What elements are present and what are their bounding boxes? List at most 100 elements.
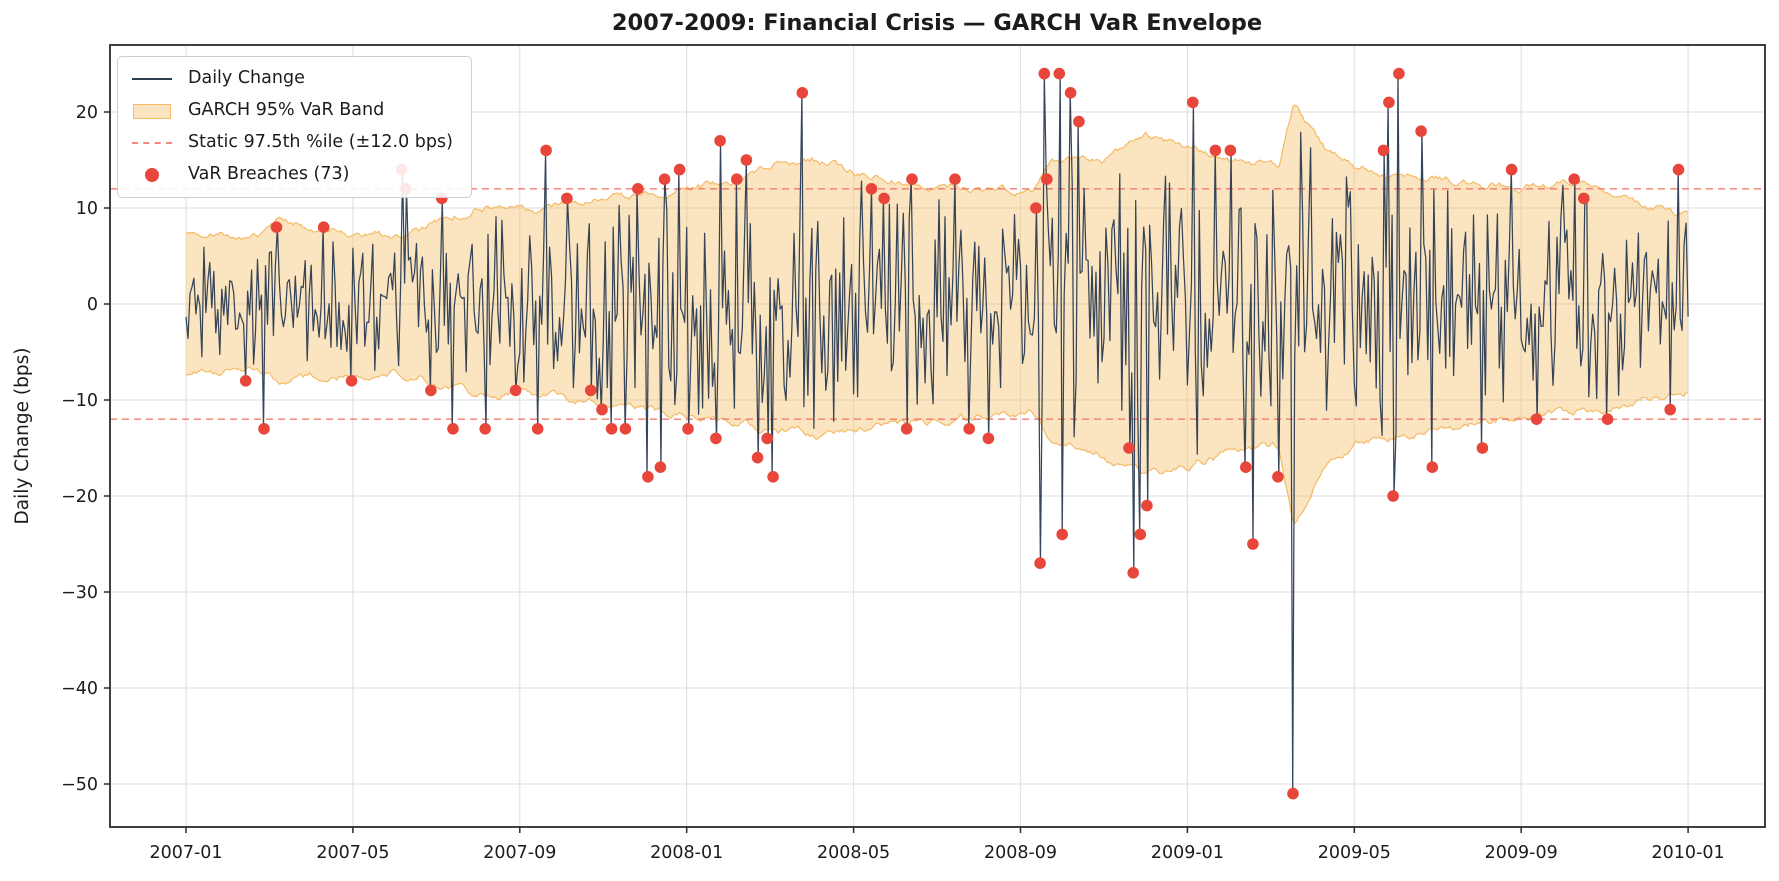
var-breach-dot	[1387, 490, 1399, 502]
y-tick-label: −40	[61, 679, 98, 699]
x-tick-label: 2010-01	[1652, 843, 1725, 863]
var-breach-dot	[1578, 192, 1590, 205]
var-breach-dot	[710, 432, 722, 445]
var-breach-dot	[1134, 528, 1147, 541]
var-breach-dot	[767, 471, 779, 483]
legend: Daily Change GARCH 95% VaR Band Static 97.…	[117, 56, 472, 198]
var-breach-dot	[906, 173, 918, 185]
var-breach-dot	[1383, 96, 1395, 109]
x-tick-label: 2008-09	[984, 843, 1057, 863]
var-breach-dot	[1240, 461, 1252, 474]
var-breach-dot	[1073, 115, 1085, 128]
var-band-swatch-icon	[132, 103, 172, 119]
var-breach-dot	[1141, 499, 1153, 512]
breach-dot-swatch-icon	[132, 168, 172, 182]
var-breach-dot	[509, 384, 522, 397]
x-tick-label: 2009-05	[1318, 843, 1391, 863]
var-breach-dot	[1064, 87, 1077, 99]
var-breach-dot	[1476, 442, 1489, 454]
var-breach-dot	[1393, 67, 1405, 80]
y-tick-label: 0	[87, 295, 98, 315]
var-breach-dot	[1038, 67, 1051, 80]
legend-label: Static 97.5th %ile (±12.0 bps)	[188, 132, 453, 153]
x-tick-label: 2007-01	[149, 843, 222, 863]
var-breach-dot	[731, 173, 743, 185]
var-breach-dot	[1530, 413, 1543, 426]
var-breach-dot	[751, 451, 764, 464]
garch-band-lower-edge	[185, 366, 1689, 525]
var-breach-dot	[540, 144, 552, 157]
var-breach-dot	[584, 384, 597, 397]
var-breach-dot	[605, 423, 618, 435]
var-breach-dot	[425, 384, 437, 397]
x-tick-label: 2007-09	[483, 843, 556, 863]
var-breach-dot	[796, 87, 809, 99]
var-breach-dot	[596, 403, 608, 416]
axis-ticks	[104, 111, 1689, 833]
var-breach-dot	[317, 221, 330, 233]
var-breach-dot	[714, 135, 726, 147]
x-tick-label: 2008-05	[817, 843, 890, 863]
daily-change-path	[185, 72, 1689, 795]
var-breach-dot	[963, 423, 975, 435]
legend-item-3: VaR Breaches (73)	[132, 163, 453, 187]
var-breach-dot	[1377, 144, 1390, 157]
var-breach-dot	[1053, 67, 1066, 80]
daily-change-line	[185, 72, 1689, 795]
var-breach-dot	[1505, 163, 1518, 176]
var-breach-dot	[1224, 144, 1237, 157]
var-breach-dot	[865, 183, 878, 195]
var-breach-dot	[270, 221, 283, 233]
var-breach-dot	[1664, 403, 1676, 416]
var-breach-dot	[1187, 96, 1199, 109]
x-tick-label: 2007-05	[316, 843, 389, 863]
y-tick-label: −30	[61, 583, 98, 603]
var-breach-dot	[619, 423, 632, 435]
legend-label: GARCH 95% VaR Band	[188, 100, 385, 121]
var-breach-dots	[239, 67, 1685, 800]
var-breach-dot	[479, 423, 492, 435]
var-breach-dot	[1672, 163, 1685, 176]
x-tick-label: 2009-09	[1485, 843, 1558, 863]
var-breach-dot	[682, 423, 694, 435]
var-breach-dot	[654, 461, 667, 474]
y-tick-label: 20	[76, 103, 98, 123]
var-breach-dot	[447, 423, 459, 435]
garch-band-upper-edge	[185, 104, 1689, 241]
var-breach-dot	[1034, 557, 1046, 569]
daily-change-line-swatch-icon	[132, 77, 172, 81]
var-breach-dot	[1041, 173, 1053, 185]
var-breach-dot	[1030, 202, 1042, 214]
y-tick-label: 10	[76, 199, 98, 219]
chart-title: 2007-2009: Financial Crisis — GARCH VaR …	[612, 10, 1262, 36]
var-breach-dot	[982, 432, 995, 445]
var-breach-dot	[673, 163, 686, 176]
var-breach-dot	[1209, 144, 1222, 157]
var-breach-dot	[632, 183, 644, 195]
var-breach-dot	[1287, 787, 1299, 800]
var-breach-dot	[761, 432, 773, 445]
y-tick-label: −20	[61, 487, 98, 507]
legend-label: Daily Change	[188, 68, 305, 89]
legend-item-2: Static 97.5th %ile (±12.0 bps)	[132, 131, 453, 155]
var-breach-dot	[345, 375, 358, 387]
y-axis-label: Daily Change (bps)	[12, 348, 33, 525]
static-threshold-swatch-icon	[132, 142, 172, 144]
var-breach-dot	[1127, 567, 1139, 579]
var-breach-dot	[1426, 461, 1439, 474]
y-tick-label: −10	[61, 391, 98, 411]
var-breach-dot	[1247, 538, 1259, 550]
var-breach-dot	[239, 375, 252, 387]
legend-label: VaR Breaches (73)	[188, 164, 350, 185]
var-breach-dot	[642, 471, 654, 483]
var-breach-dot	[1568, 173, 1580, 185]
var-breach-dot	[561, 192, 573, 205]
x-tick-label: 2008-01	[650, 843, 723, 863]
plot-frame	[109, 44, 1766, 828]
legend-item-1: GARCH 95% VaR Band	[132, 99, 453, 123]
var-breach-dot	[1272, 471, 1284, 483]
var-breach-dot	[900, 423, 913, 435]
y-tick-label: −50	[61, 775, 98, 795]
